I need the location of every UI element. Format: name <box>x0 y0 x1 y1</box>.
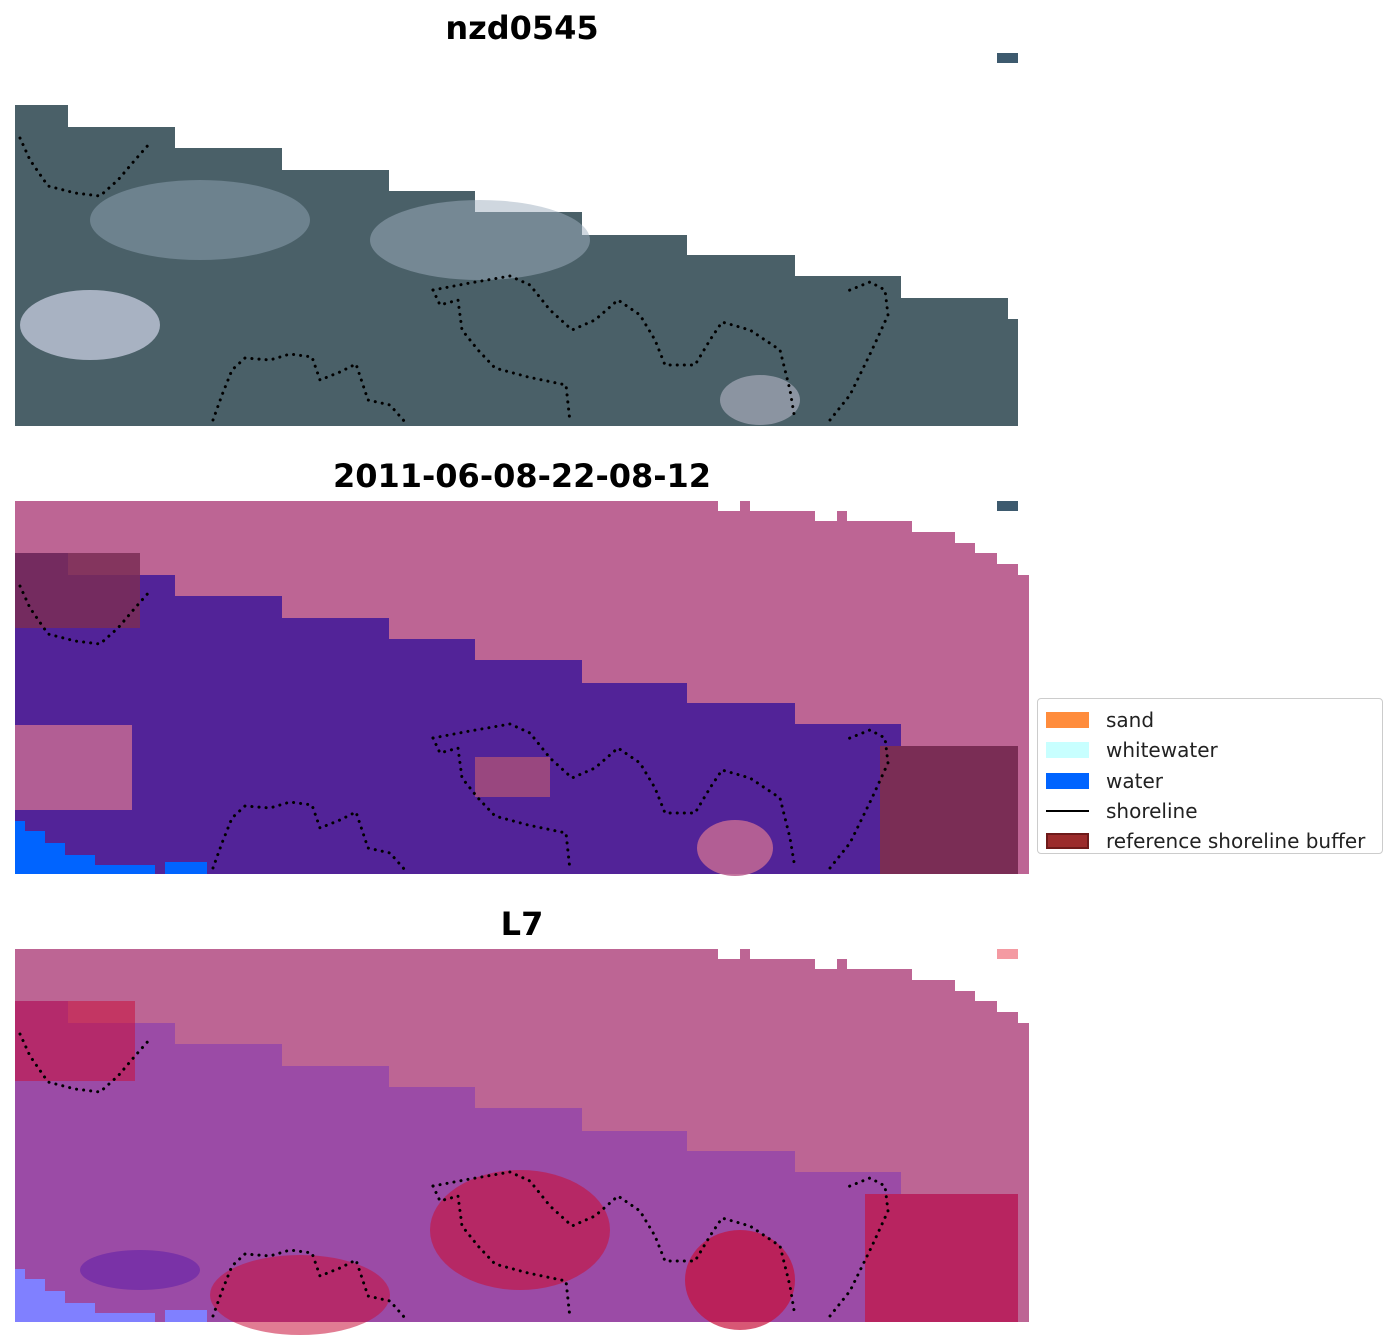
shoreline-panel2-segment-3 <box>431 736 572 872</box>
legend-item-sand: sand <box>1046 705 1374 735</box>
shoreline-panel2-segment-1 <box>18 584 152 646</box>
shoreline-panel2-segment-2 <box>211 800 407 872</box>
classified-area <box>15 553 1018 874</box>
index-red-center <box>430 1170 610 1290</box>
legend-item-shoreline: shoreline <box>1046 796 1374 826</box>
legend-line-shoreline <box>1046 810 1089 813</box>
index-red-south <box>210 1255 390 1335</box>
panel-title-classified: 2011-06-08-22-08-12 <box>332 457 712 495</box>
classified-panel <box>15 501 1029 876</box>
panel-title-rgb: nzd0545 <box>445 9 599 47</box>
pink-patch-s <box>697 820 773 876</box>
water-patch <box>15 821 155 874</box>
shoreline-panel1-segment-1 <box>18 136 152 198</box>
shoreline-panel3-segment-5 <box>828 1176 890 1318</box>
legend-item-whitewater: whitewater <box>1046 735 1374 765</box>
rgb-corner-marker <box>997 53 1018 63</box>
rgb-haze-2 <box>370 200 590 280</box>
legend-swatch-sand <box>1046 712 1089 729</box>
rgb-haze-1 <box>90 180 310 260</box>
index-blue-patch-2 <box>165 1310 207 1322</box>
legend-swatch-water <box>1046 772 1089 789</box>
water-patch-2 <box>165 862 207 874</box>
legend-label-buffer: reference shoreline buffer <box>1106 829 1366 854</box>
pink-patch-mid <box>475 757 550 797</box>
index-red-nw <box>15 1001 135 1081</box>
rgb-haze-3 <box>720 375 800 425</box>
legend-label-sand: sand <box>1106 708 1155 733</box>
index-violet-spot <box>80 1250 200 1290</box>
rgb-bright-cloud <box>20 290 160 360</box>
pink-patch-w <box>15 725 132 810</box>
legend-item-buffer: reference shoreline buffer <box>1046 826 1374 856</box>
legend-item-water: water <box>1046 766 1374 796</box>
legend: sand whitewater water shoreline referenc… <box>1037 698 1383 854</box>
index-panel <box>15 949 1029 1335</box>
legend-label-whitewater: whitewater <box>1106 738 1218 763</box>
classified-corner-marker <box>997 501 1018 511</box>
shoreline-panel3-segment-1 <box>18 1032 152 1094</box>
legend-label-water: water <box>1106 768 1163 793</box>
rgb-image-panel <box>15 53 1018 426</box>
index-corner-marker <box>997 949 1018 959</box>
shoreline-panel1-segment-3 <box>431 288 572 424</box>
shoreline-panel1-segment-5 <box>828 280 890 422</box>
shoreline-overlays <box>18 136 890 1320</box>
shoreline-panel3-segment-2 <box>211 1248 407 1320</box>
panel-title-index: L7 <box>500 905 544 943</box>
buffer-patch-se <box>880 746 1018 874</box>
legend-swatch-whitewater <box>1046 742 1089 759</box>
legend-swatch-buffer <box>1046 833 1089 850</box>
index-red-east <box>865 1194 1018 1322</box>
legend-label-shoreline: shoreline <box>1106 799 1198 824</box>
index-blue-patch <box>15 1269 155 1322</box>
shoreline-panel2-segment-5 <box>828 728 890 870</box>
index-red-se <box>685 1230 795 1330</box>
buffer-patch-nw <box>15 553 140 628</box>
shoreline-panel3-segment-3 <box>431 1184 572 1320</box>
shoreline-panel1-segment-2 <box>211 352 407 424</box>
